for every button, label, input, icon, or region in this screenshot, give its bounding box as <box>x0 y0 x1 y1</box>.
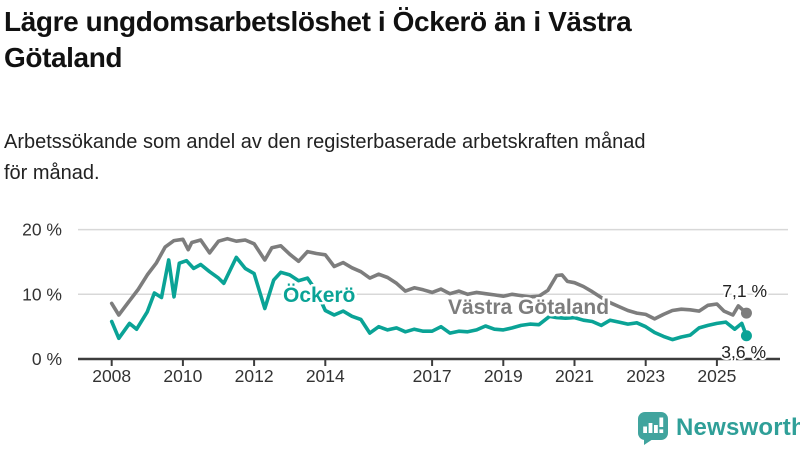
x-tick-label-2014: 2014 <box>306 366 345 386</box>
x-tick-label-2012: 2012 <box>235 366 274 386</box>
series-label--cker-: Öckerö <box>283 284 355 307</box>
newsworthy-logo-text: Newsworthy <box>676 414 800 441</box>
x-tick-label-2021: 2021 <box>555 366 594 386</box>
chart-canvas: 2008 2010 2012 2014 2017 2019 2021 2023 2025 0 % 1… <box>22 220 788 386</box>
chart-subtitle: Arbetssökande som andel av den registerb… <box>4 131 646 184</box>
x-tick-label-2025: 2025 <box>697 366 736 386</box>
y-tick-label-20: 20 % <box>22 220 62 240</box>
newsworthy-logo: Newsworthy <box>637 411 800 445</box>
series-end-dot--cker- <box>740 330 752 342</box>
chart-title: Lägre ungdomsarbetslöshet i Öckerö än i … <box>4 6 632 74</box>
series-label-v-stra-g-taland: Västra Götaland <box>448 296 609 319</box>
series-line--cker- <box>109 255 749 342</box>
bar-chart-speech-bubble-icon <box>638 412 668 445</box>
end-value-label-v-stra-g-taland: 7,1 % <box>722 281 767 301</box>
series-line-v-stra-g-taland <box>109 236 749 321</box>
end-value-label--cker-: 3,6 % <box>721 342 766 362</box>
y-tick-label-10: 10 % <box>22 284 62 304</box>
x-tick-label-2008: 2008 <box>92 366 131 386</box>
x-tick-label-2019: 2019 <box>484 366 523 386</box>
x-tick-label-2010: 2010 <box>163 366 202 386</box>
x-tick-label-2023: 2023 <box>626 366 665 386</box>
series-end-dot-v-stra-g-taland <box>740 307 752 319</box>
x-tick-label-2017: 2017 <box>413 366 452 386</box>
y-tick-label-0: 0 % <box>32 349 62 369</box>
line-chart: 2008 2010 2012 2014 2017 2019 2021 2023 2025 0 % 1… <box>0 210 800 410</box>
